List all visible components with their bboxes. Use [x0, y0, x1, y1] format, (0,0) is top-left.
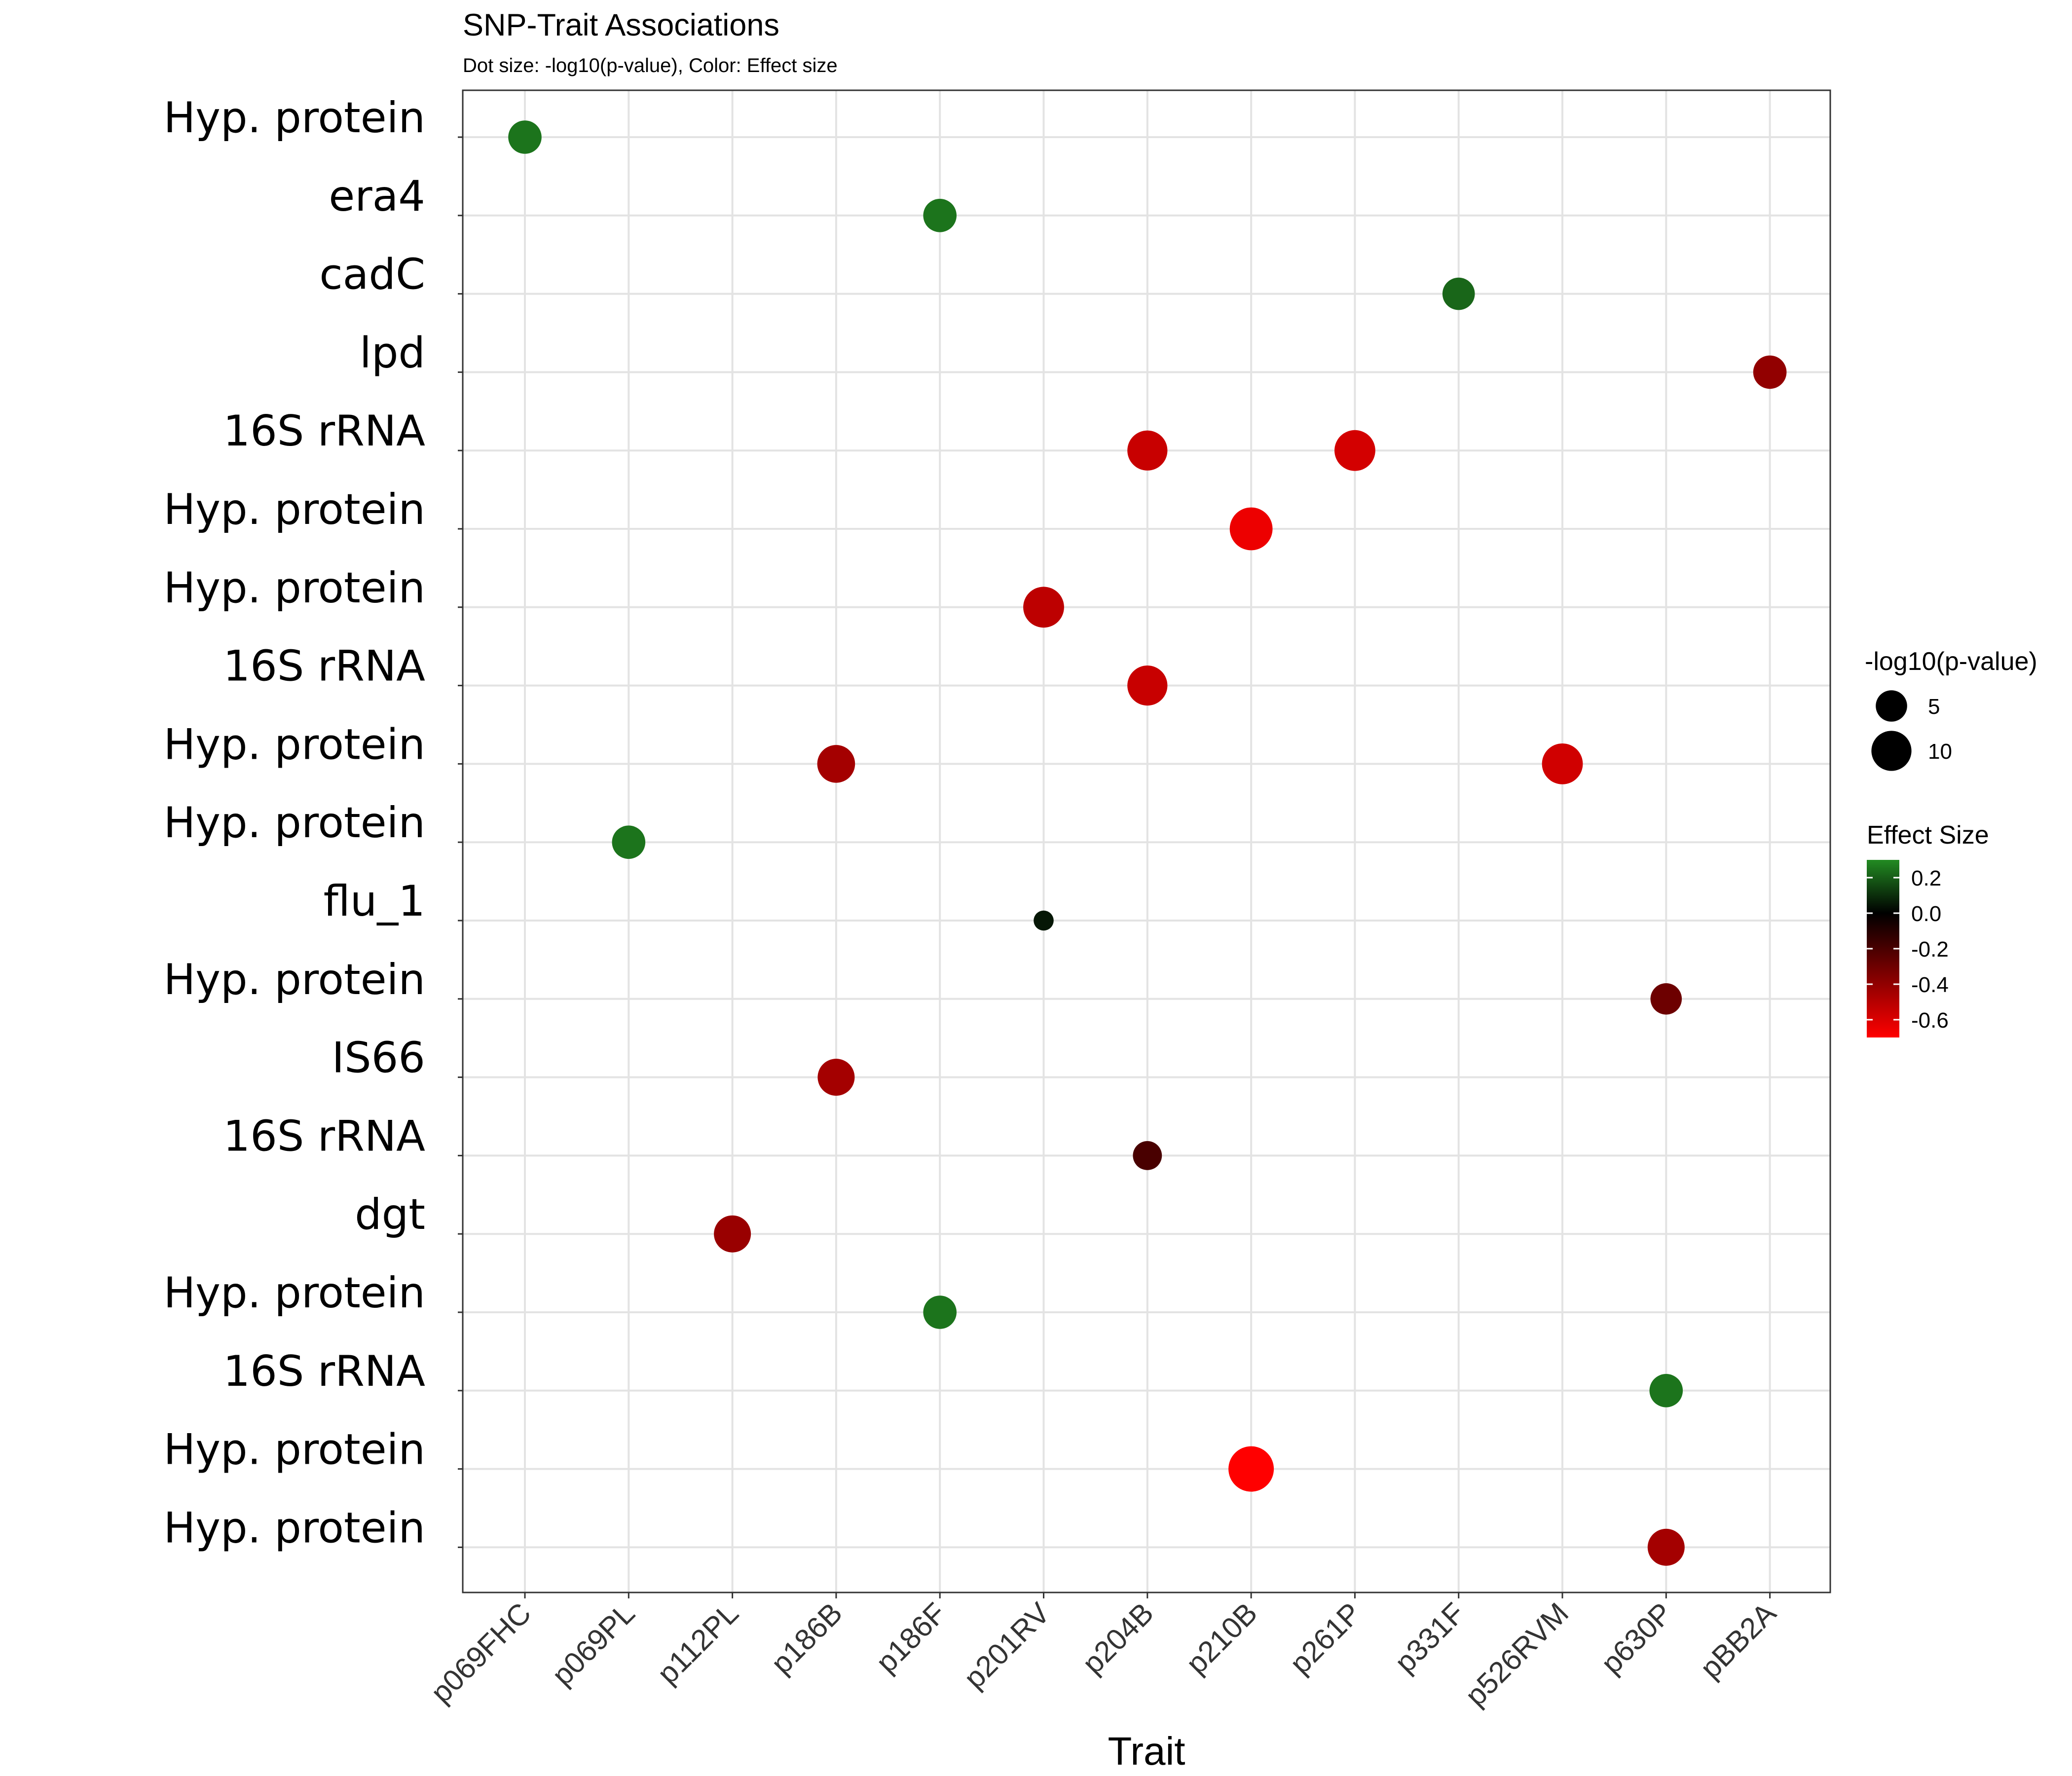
data-point [1034, 910, 1054, 931]
x-tick-label: p331F [1388, 1596, 1471, 1679]
size-legend: -log10(p-value) 5 10 [1865, 647, 2037, 771]
y-tick-label: Hyp. protein [163, 1268, 425, 1318]
data-point [1542, 743, 1583, 784]
plot-panel [462, 89, 1831, 1593]
data-point [1647, 1528, 1685, 1566]
data-point [817, 745, 855, 783]
y-tick-label: cadC [319, 250, 425, 299]
y-tick-label: 16S rRNA [223, 1111, 425, 1161]
x-tick-label: p261P [1284, 1596, 1368, 1680]
y-tick-label: Hyp. protein [163, 798, 425, 848]
color-legend-label: -0.2 [1911, 937, 1949, 962]
x-tick-label: p526RVM [1459, 1596, 1575, 1712]
x-tick-label: p069PL [546, 1596, 641, 1692]
x-axis: p069FHC p069PL p112PL p186B p186F p201RV p204B… [424, 1592, 1782, 1712]
data-point [923, 199, 957, 232]
y-tick-label: 16S rRNA [223, 1347, 425, 1396]
y-tick-label: IS66 [332, 1034, 425, 1083]
x-tick-label: p069FHC [424, 1596, 537, 1709]
x-tick-label: p201RV [958, 1596, 1056, 1695]
data-point [1442, 277, 1475, 310]
data-point [1127, 430, 1168, 471]
chart-title: SNP-Trait Associations [463, 8, 779, 42]
y-tick-label: dgt [355, 1190, 425, 1239]
y-tick-label: Hyp. protein [163, 485, 425, 534]
size-legend-key [1871, 731, 1912, 771]
y-tick-label: Hyp. protein [163, 1503, 425, 1553]
y-tick-label: Hyp. protein [163, 720, 425, 769]
y-tick-label: Hyp. protein [163, 1425, 425, 1475]
color-legend: Effect Size 0.2 0.0 -0.2 -0.4 -0.6 [1867, 821, 1989, 1037]
y-tick-label: Hyp. protein [163, 955, 425, 1004]
x-axis-title: Trait [1108, 1729, 1185, 1773]
y-tick-label: era4 [329, 172, 425, 221]
x-tick-label: p186B [765, 1596, 849, 1680]
data-point [508, 120, 542, 154]
data-point [1649, 1374, 1683, 1407]
color-legend-label: -0.6 [1911, 1008, 1949, 1033]
y-tick-label: lpd [360, 328, 425, 377]
data-point [1753, 355, 1787, 389]
plot-panel-border [462, 89, 1831, 1593]
y-tick-label: 16S rRNA [223, 407, 425, 456]
y-tick-label: 16S rRNA [223, 642, 425, 691]
color-legend-label: 0.2 [1911, 866, 1941, 890]
x-tick-label: p204B [1076, 1596, 1160, 1680]
data-point [923, 1295, 957, 1329]
x-tick-label: p210B [1180, 1596, 1263, 1680]
y-tick-label: Hyp. protein [163, 93, 425, 143]
color-legend-label: -0.4 [1911, 973, 1949, 997]
x-tick-label: p112PL [651, 1596, 745, 1691]
y-axis: Hyp. protein era4 cadC lpd 16S rRNA Hyp. prot… [163, 93, 463, 1553]
color-legend-title: Effect Size [1867, 821, 1989, 850]
chart-subtitle: Dot size: -log10(p-value), Color: Effect… [463, 55, 838, 76]
gridlines [463, 90, 1830, 1592]
data-point [1650, 983, 1682, 1015]
x-tick-label: p186F [870, 1596, 953, 1679]
data-point [817, 1059, 855, 1096]
x-tick-label: pBB2A [1694, 1596, 1782, 1685]
size-legend-title: -log10(p-value) [1865, 647, 2037, 676]
y-tick-label: flu_1 [324, 877, 425, 926]
data-point [1023, 587, 1064, 628]
data-point [1127, 666, 1168, 706]
data-point [1228, 1446, 1274, 1492]
size-legend-key [1876, 690, 1907, 722]
data-point [1229, 507, 1273, 551]
size-legend-label: 5 [1928, 695, 1940, 719]
data-points [508, 120, 1787, 1566]
data-point [1334, 430, 1375, 471]
data-point [1133, 1141, 1162, 1170]
data-point [714, 1215, 751, 1253]
y-tick-label: Hyp. protein [163, 563, 425, 613]
data-point [612, 825, 646, 859]
x-tick-label: p630P [1594, 1596, 1678, 1680]
size-legend-label: 10 [1928, 740, 1952, 764]
color-legend-label: 0.0 [1911, 902, 1941, 926]
